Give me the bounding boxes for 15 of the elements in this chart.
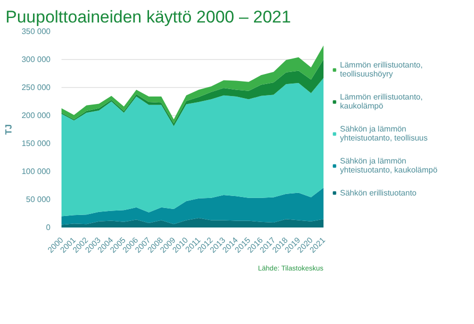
- y-tick-label: 0: [46, 223, 52, 232]
- legend-label: Sähkön ja lämmön yhteistuotanto, kaukolämpö: [340, 156, 438, 174]
- legend-label: Sähkön erillistuotanto: [340, 188, 416, 197]
- y-tick-label: 350 000: [22, 27, 52, 36]
- y-axis-title: TJ: [4, 124, 14, 135]
- legend-label: Sähkön ja lämmön yhteistuotanto, teollisuus: [340, 124, 428, 142]
- y-tick-label: 100 000: [22, 167, 52, 176]
- y-tick-label: 250 000: [22, 83, 52, 92]
- legend-label: Lämmön erillistuotanto, teollisuushöyry: [340, 60, 423, 78]
- y-tick-label: 150 000: [22, 139, 52, 148]
- y-tick-label: 300 000: [22, 55, 52, 64]
- chart-title: Puupolttoaineiden käyttö 2000 – 2021: [6, 8, 291, 26]
- y-tick-label: 200 000: [22, 111, 52, 120]
- y-tick-label: 50 000: [26, 195, 52, 204]
- legend-label: Lämmön erillistuotanto, kaukolämpö: [340, 92, 423, 110]
